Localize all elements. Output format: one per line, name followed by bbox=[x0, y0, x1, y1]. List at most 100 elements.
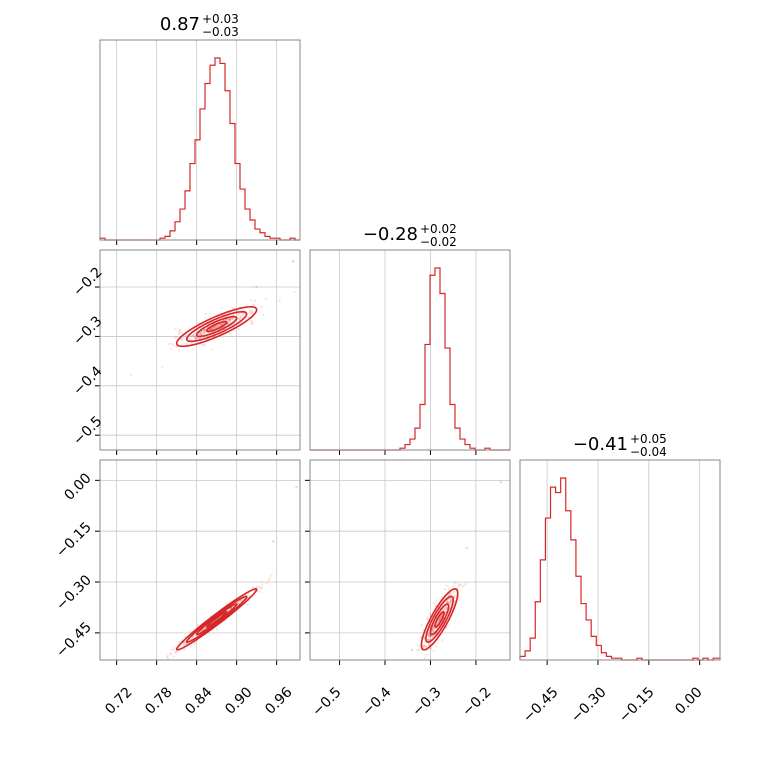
scatter-point bbox=[229, 317, 232, 320]
scatter-point bbox=[169, 652, 173, 655]
scatter-point bbox=[240, 316, 243, 319]
x-tick-label: 0.00 bbox=[672, 684, 705, 717]
scatter-point bbox=[227, 320, 231, 324]
scatter-point bbox=[249, 309, 252, 312]
scatter-point bbox=[194, 336, 197, 340]
scatter-point bbox=[428, 636, 431, 639]
scatter-point bbox=[255, 285, 258, 289]
scatter-point bbox=[211, 326, 215, 329]
x-tick-label: −0.3 bbox=[409, 684, 444, 719]
scatter-point bbox=[449, 600, 453, 604]
scatter-point bbox=[193, 331, 197, 335]
scatter-point bbox=[203, 328, 206, 332]
scatter-point bbox=[192, 334, 196, 338]
scatter-point bbox=[412, 665, 414, 667]
scatter-point bbox=[415, 661, 417, 663]
scatter-point bbox=[448, 601, 452, 604]
panel-hist-param2 bbox=[309, 249, 511, 455]
title-p00-minus: −0.03 bbox=[202, 25, 239, 39]
scatter-point bbox=[209, 327, 213, 331]
scatter-point bbox=[172, 655, 175, 658]
scatter-point bbox=[499, 480, 503, 484]
plot-area bbox=[129, 260, 296, 377]
scatter-point bbox=[191, 333, 195, 337]
scatter-point bbox=[197, 337, 200, 340]
scatter-point bbox=[167, 343, 171, 346]
scatter-point bbox=[236, 602, 240, 605]
scatter-point bbox=[422, 644, 425, 648]
scatter-point bbox=[178, 329, 181, 332]
scatter-point bbox=[432, 627, 435, 631]
scatter-point bbox=[410, 648, 414, 652]
scatter-point bbox=[439, 616, 443, 619]
contour-line bbox=[175, 588, 258, 651]
scatter-point bbox=[180, 331, 183, 335]
p20-frame bbox=[99, 459, 301, 661]
scatter-point bbox=[433, 629, 436, 632]
scatter-point bbox=[454, 593, 457, 597]
x-tick-label: 0.78 bbox=[142, 684, 175, 717]
scatter-point bbox=[227, 320, 230, 324]
scatter-point bbox=[454, 590, 457, 594]
scatter-point bbox=[220, 322, 223, 326]
scatter-point bbox=[189, 334, 193, 337]
scatter-point bbox=[444, 587, 447, 591]
scatter-point bbox=[448, 602, 452, 605]
scatter-point bbox=[238, 318, 241, 321]
scatter-point bbox=[203, 331, 207, 334]
scatter-point bbox=[191, 341, 194, 345]
scatter-point bbox=[232, 306, 235, 310]
scatter-point bbox=[214, 325, 217, 328]
scatter-point bbox=[196, 623, 200, 626]
scatter-point bbox=[216, 324, 219, 328]
scatter-point bbox=[255, 586, 258, 589]
scatter-point bbox=[423, 637, 426, 640]
scatter-point bbox=[251, 322, 255, 325]
scatter-point bbox=[170, 648, 173, 652]
scatter-point bbox=[427, 634, 431, 638]
scatter-point bbox=[181, 644, 185, 647]
scatter-point bbox=[424, 645, 427, 648]
scatter-point bbox=[431, 629, 434, 633]
scatter-point bbox=[434, 645, 438, 648]
scatter-point bbox=[173, 336, 176, 339]
scatter-point bbox=[199, 333, 202, 336]
scatter-point bbox=[177, 641, 181, 644]
p00-frame bbox=[99, 39, 301, 241]
x-tick-labels-col0: 0.72 0.78 0.84 0.90 0.96 bbox=[102, 684, 295, 717]
scatter-point bbox=[449, 599, 452, 603]
title-p11: −0.28 +0.02 −0.02 bbox=[363, 222, 457, 249]
scatter-point bbox=[260, 586, 264, 590]
scatter-point bbox=[202, 627, 205, 631]
scatter-point bbox=[249, 312, 253, 315]
scatter-point bbox=[184, 333, 188, 337]
scatter-point bbox=[179, 329, 182, 332]
scatter-point bbox=[427, 634, 431, 637]
scatter-point bbox=[415, 648, 419, 652]
scatter-point bbox=[236, 601, 239, 604]
x-tick-label: 0.72 bbox=[102, 684, 135, 717]
scatter-point bbox=[430, 635, 433, 638]
scatter-point bbox=[237, 317, 240, 320]
scatter-point bbox=[229, 318, 232, 321]
scatter-point bbox=[173, 646, 176, 649]
contour-line bbox=[185, 310, 248, 343]
scatter-point bbox=[246, 603, 249, 606]
scatter-point bbox=[452, 581, 455, 584]
contour-line bbox=[420, 588, 459, 651]
scatter-point bbox=[419, 636, 422, 640]
scatter-point bbox=[236, 313, 239, 317]
scatter-point bbox=[427, 638, 430, 641]
scatter-point bbox=[165, 656, 169, 659]
scatter-point bbox=[174, 327, 177, 330]
scatter-point bbox=[431, 626, 435, 630]
title-p22-plus: +0.05 bbox=[630, 432, 667, 446]
scatter-point bbox=[232, 317, 235, 320]
scatter-point bbox=[213, 326, 216, 329]
scatter-point bbox=[445, 599, 449, 603]
scatter-point bbox=[429, 635, 432, 639]
panel-hist-param1 bbox=[99, 39, 301, 245]
scatter-point bbox=[183, 642, 186, 645]
y-tick-labels-row2: 0.00 −0.15 −0.30 −0.45 bbox=[53, 470, 95, 661]
scatter-point bbox=[439, 617, 442, 620]
